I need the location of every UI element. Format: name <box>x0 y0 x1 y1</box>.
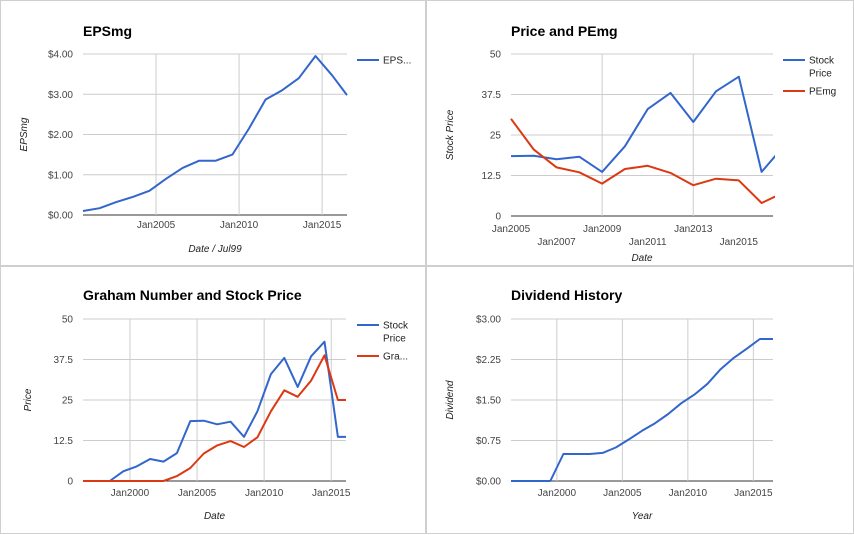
y-tick-label: $3.00 <box>48 90 73 101</box>
price-pe-chart: Price and PEmg 0 12.5 25 37.5 50 Jan2005 Jan200… <box>445 23 836 264</box>
x-tick-label: Jan2009 <box>583 224 622 235</box>
y-tick-label: $2.00 <box>48 130 73 141</box>
chart-title: Graham Number and Stock Price <box>83 287 302 303</box>
x-tick-label: Jan2015 <box>312 488 351 499</box>
chart-panel-price-pe: Price and PEmg 0 12.5 25 37.5 50 Jan2005 Jan200… <box>426 0 854 266</box>
x-axis-label: Date <box>204 511 226 522</box>
y-axis-label: Stock Price <box>445 109 456 160</box>
x-tick-label: Jan2015 <box>303 220 342 231</box>
x-tick-label: Jan2005 <box>178 488 217 499</box>
y-tick-label: 0 <box>67 477 73 488</box>
y-tick-label: $1.50 <box>476 396 501 407</box>
x-tick-label: Jan2007 <box>537 237 576 248</box>
legend-label: PEmg <box>809 87 836 98</box>
legend-label: EPS... <box>383 56 411 67</box>
y-tick-label: 50 <box>62 315 74 326</box>
chart-panel-eps: EPSmg $0.00 $1.00 $2.00 $3.00 $4.00 Jan2005 Jan… <box>0 0 426 266</box>
chart-panel-dividend: Dividend History $0.00 $0.75 $1.50 $2.25 $3.0… <box>426 266 854 534</box>
y-tick-label: $4.00 <box>48 50 73 61</box>
y-tick-label: $2.25 <box>476 355 501 366</box>
y-tick-label: 12.5 <box>482 171 502 182</box>
y-axis-label: Dividend <box>445 380 456 419</box>
series-line-primary <box>511 338 773 482</box>
x-tick-label: Jan2000 <box>538 488 577 499</box>
y-tick-label: 50 <box>490 50 502 61</box>
y-tick-label: $0.75 <box>476 436 501 447</box>
y-axis-label: EPSmg <box>19 117 30 151</box>
series-line-primary <box>83 340 346 482</box>
y-tick-label: $1.00 <box>48 170 73 181</box>
x-tick-label: Jan2015 <box>734 488 773 499</box>
x-tick-label: Jan2010 <box>669 488 708 499</box>
chart-title: Dividend History <box>511 287 622 303</box>
legend-label: Gra... <box>383 352 408 363</box>
eps-chart: EPSmg $0.00 $1.00 $2.00 $3.00 $4.00 Jan2005 Jan… <box>19 23 411 255</box>
x-tick-label: Jan2011 <box>629 237 667 248</box>
y-axis-label: Price <box>23 388 34 411</box>
x-tick-label: Jan2010 <box>220 220 259 231</box>
x-axis-label: Date <box>631 253 653 264</box>
series-line-primary <box>510 75 775 173</box>
y-tick-label: $3.00 <box>476 315 501 326</box>
y-tick-label: 37.5 <box>482 90 502 101</box>
x-tick-label: Jan2000 <box>111 488 150 499</box>
y-tick-label: $0.00 <box>48 211 73 222</box>
x-tick-label: Jan2010 <box>245 488 284 499</box>
x-axis-label: Date / Jul99 <box>188 244 242 255</box>
chart-title: EPSmg <box>83 23 132 39</box>
x-tick-label: Jan2013 <box>674 224 713 235</box>
x-tick-label: Jan2015 <box>720 237 759 248</box>
y-tick-label: $0.00 <box>476 477 501 488</box>
graham-chart: Graham Number and Stock Price 0 12.5 25 37.5… <box>23 287 409 522</box>
y-tick-label: 12.5 <box>54 436 74 447</box>
x-axis-label: Year <box>632 511 653 522</box>
y-tick-label: 25 <box>490 131 502 142</box>
series-line-secondary <box>510 118 775 204</box>
chart-title: Price and PEmg <box>511 23 618 39</box>
x-tick-label: Jan2005 <box>492 224 531 235</box>
chart-panel-graham: Graham Number and Stock Price 0 12.5 25 37.5… <box>0 266 426 534</box>
x-tick-label: Jan2005 <box>603 488 642 499</box>
legend-label: Stock Price <box>809 56 835 80</box>
series-line-primary <box>82 55 348 212</box>
y-tick-label: 25 <box>62 396 74 407</box>
x-tick-label: Jan2005 <box>137 220 176 231</box>
y-tick-label: 37.5 <box>54 355 74 366</box>
series-line-secondary <box>83 354 346 482</box>
y-tick-label: 0 <box>495 212 501 223</box>
dividend-chart: Dividend History $0.00 $0.75 $1.50 $2.25 $3.0… <box>445 287 773 522</box>
legend-label: Stock Price <box>383 321 409 345</box>
